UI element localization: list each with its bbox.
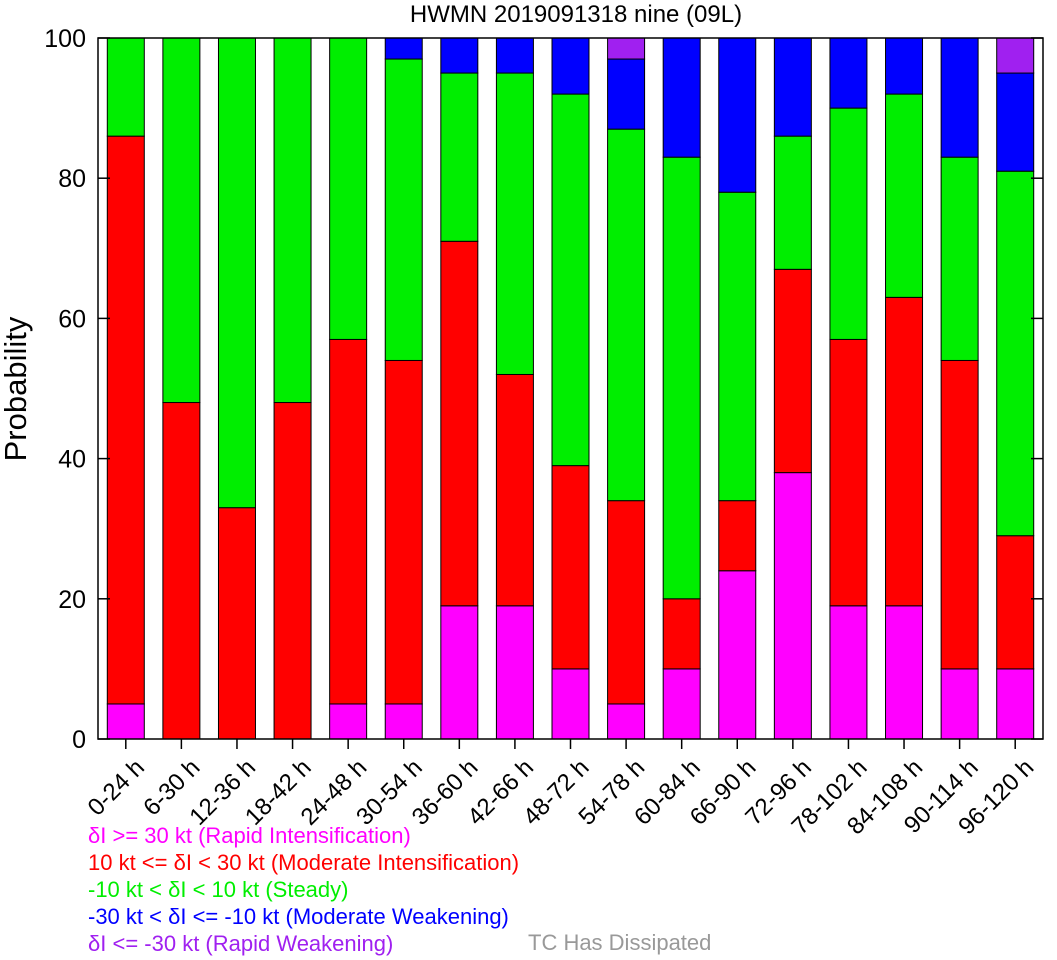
bar-segment-14-0 xyxy=(885,605,924,740)
legend-dissipated: TC Has Dissipated xyxy=(528,930,712,955)
bar-segment-15-2 xyxy=(940,156,979,361)
bar-segment-11-2 xyxy=(718,191,757,502)
bar-segment-16-2 xyxy=(996,170,1035,537)
bar-segment-8-3 xyxy=(551,37,590,95)
bar-segment-2-2 xyxy=(217,37,256,509)
legend-mw: -30 kt < δI <= -10 kt (Moderate Weakenin… xyxy=(88,904,509,929)
bar-segment-13-1 xyxy=(829,338,868,607)
bar-segment-9-2 xyxy=(607,128,646,502)
x-tick-label-0: 0-24 h xyxy=(83,754,150,821)
bar-segment-6-1 xyxy=(440,240,479,607)
bar-segment-4-1 xyxy=(329,338,368,705)
bar-segment-2-1 xyxy=(217,507,256,740)
bar-group xyxy=(106,37,1035,740)
bar-segment-9-0 xyxy=(607,703,646,740)
y-axis-label: Probability xyxy=(0,316,33,461)
bar-segment-12-2 xyxy=(773,135,812,270)
bar-segment-5-3 xyxy=(384,37,423,60)
bar-segment-9-1 xyxy=(607,500,646,705)
y-tick-label-2: 40 xyxy=(58,446,86,474)
bar-segment-16-4 xyxy=(996,37,1035,74)
legend-mi: 10 kt <= δI < 30 kt (Moderate Intensific… xyxy=(88,850,520,875)
bar-segment-5-2 xyxy=(384,58,423,361)
bar-segment-3-2 xyxy=(273,37,312,404)
bar-segment-10-3 xyxy=(662,37,701,158)
bar-segment-8-0 xyxy=(551,668,590,740)
bar-segment-14-2 xyxy=(885,93,924,298)
bar-segment-10-0 xyxy=(662,668,701,740)
bar-segment-1-2 xyxy=(162,37,201,404)
y-tick-labels: 0 20 40 60 80 100 xyxy=(44,25,86,754)
bar-segment-0-2 xyxy=(106,37,145,137)
bar-segment-9-4 xyxy=(607,37,646,60)
bar-segment-15-1 xyxy=(940,359,979,670)
bar-segment-7-1 xyxy=(495,373,534,607)
bar-segment-1-1 xyxy=(162,402,201,740)
axes xyxy=(97,37,1044,749)
bar-segment-5-0 xyxy=(384,703,423,740)
bar-segment-16-1 xyxy=(996,535,1035,670)
bar-segment-0-1 xyxy=(106,135,145,705)
bar-segment-12-0 xyxy=(773,472,812,740)
bar-segment-13-3 xyxy=(829,37,868,109)
bar-segment-12-3 xyxy=(773,37,812,137)
legend-steady: -10 kt < δI < 10 kt (Steady) xyxy=(88,877,349,902)
bar-segment-6-3 xyxy=(440,37,479,74)
bar-segment-12-1 xyxy=(773,268,812,474)
bar-segment-4-0 xyxy=(329,703,368,740)
y-tick-label-0: 0 xyxy=(72,726,86,754)
bar-segment-13-2 xyxy=(829,107,868,340)
bar-segment-13-0 xyxy=(829,605,868,740)
y-tick-label-1: 20 xyxy=(58,586,86,614)
bar-segment-10-1 xyxy=(662,598,701,670)
bar-segment-15-3 xyxy=(940,37,979,158)
bar-segment-7-2 xyxy=(495,72,534,375)
bar-segment-16-0 xyxy=(996,668,1035,740)
bar-segment-14-3 xyxy=(885,37,924,95)
bar-segment-5-1 xyxy=(384,359,423,705)
bar-segment-16-3 xyxy=(996,72,1035,172)
y-tick-label-5: 100 xyxy=(44,25,86,53)
y-tick-label-4: 80 xyxy=(58,165,86,193)
bar-segment-0-0 xyxy=(106,703,145,740)
legend-rw: δI <= -30 kt (Rapid Weakening) xyxy=(88,931,394,956)
bar-segment-7-3 xyxy=(495,37,534,74)
bar-segment-11-1 xyxy=(718,500,757,572)
bar-segment-6-2 xyxy=(440,72,479,242)
legend-ri: δI >= 30 kt (Rapid Intensification) xyxy=(88,823,411,848)
bar-segment-6-0 xyxy=(440,605,479,740)
chart-title: HWMN 2019091318 nine (09L) xyxy=(410,1,742,28)
bar-segment-7-0 xyxy=(495,605,534,740)
bar-segment-10-2 xyxy=(662,156,701,600)
bar-segment-4-2 xyxy=(329,37,368,340)
bar-segment-11-0 xyxy=(718,570,757,740)
bar-segment-15-0 xyxy=(940,668,979,740)
bar-segment-14-1 xyxy=(885,296,924,607)
bar-segment-8-1 xyxy=(551,465,590,670)
bar-segment-3-1 xyxy=(273,402,312,740)
bar-segment-9-3 xyxy=(607,58,646,130)
bar-segment-11-3 xyxy=(718,37,757,193)
bar-segment-8-2 xyxy=(551,93,590,467)
y-tick-label-3: 60 xyxy=(58,305,86,333)
